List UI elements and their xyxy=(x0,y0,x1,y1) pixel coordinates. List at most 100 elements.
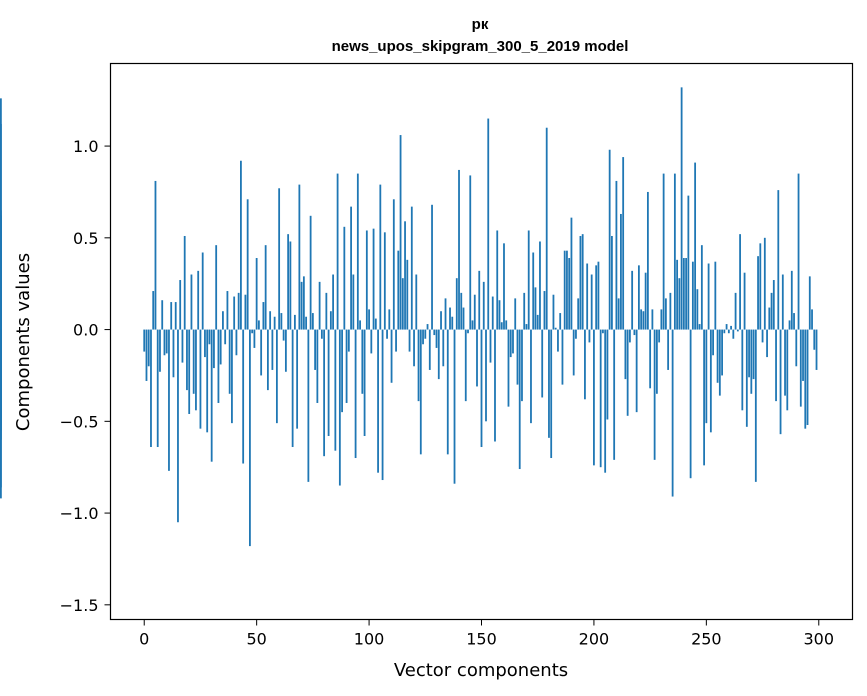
x-tick-label: 50 xyxy=(246,630,266,649)
bar xyxy=(174,302,177,330)
bar xyxy=(325,292,328,330)
bar xyxy=(597,261,600,330)
bar xyxy=(772,280,775,330)
bar xyxy=(152,291,155,330)
bar xyxy=(727,329,730,334)
bar xyxy=(635,329,638,413)
bar xyxy=(0,329,2,488)
bar xyxy=(579,235,582,330)
bar xyxy=(338,329,341,486)
bar xyxy=(392,199,395,330)
bar xyxy=(703,329,705,466)
bar xyxy=(302,276,305,330)
bar xyxy=(512,329,514,354)
bar xyxy=(352,274,355,330)
bar xyxy=(345,329,348,403)
bar xyxy=(467,329,469,334)
bar xyxy=(739,234,741,330)
bar xyxy=(714,261,717,330)
bar xyxy=(473,294,476,330)
bar xyxy=(730,325,732,330)
bar xyxy=(354,329,357,459)
x-tick-label: 0 xyxy=(139,630,149,649)
bar xyxy=(433,329,436,336)
bar xyxy=(563,250,566,330)
bar xyxy=(793,313,795,330)
bar xyxy=(752,329,755,380)
bar xyxy=(404,221,406,330)
bar xyxy=(197,270,200,330)
bar xyxy=(673,173,676,330)
bar xyxy=(413,329,415,367)
bar xyxy=(408,329,411,352)
bar xyxy=(435,329,438,348)
bar xyxy=(568,258,571,330)
bar xyxy=(595,265,598,330)
bar xyxy=(575,329,577,339)
bar xyxy=(516,329,519,385)
bar xyxy=(593,329,595,466)
bar xyxy=(671,329,674,497)
bar xyxy=(284,329,287,372)
bar xyxy=(777,190,780,330)
bar xyxy=(458,169,460,330)
bar xyxy=(213,329,215,369)
bar xyxy=(572,329,575,376)
bar xyxy=(273,316,276,330)
y-tick-label: −0.5 xyxy=(60,412,99,431)
bar xyxy=(534,287,537,330)
bar xyxy=(251,329,254,334)
bar xyxy=(550,329,553,459)
bar xyxy=(754,329,757,482)
bar xyxy=(644,272,647,330)
bar xyxy=(359,320,361,330)
bar xyxy=(395,329,397,352)
bar xyxy=(307,329,310,482)
bar xyxy=(356,173,359,330)
bar xyxy=(255,258,258,330)
bar xyxy=(588,329,591,343)
bar xyxy=(615,180,618,330)
bar xyxy=(518,329,521,470)
bar xyxy=(545,127,548,330)
bar xyxy=(633,329,636,336)
bar xyxy=(669,292,672,330)
bar xyxy=(577,298,580,330)
bar xyxy=(165,329,168,354)
bar xyxy=(581,234,584,330)
bar xyxy=(147,329,150,367)
bar xyxy=(694,162,697,330)
bar xyxy=(712,329,714,356)
bar xyxy=(586,263,589,330)
bar xyxy=(716,329,719,383)
bar xyxy=(811,309,813,330)
bar xyxy=(397,250,400,330)
bar xyxy=(365,230,368,330)
bar xyxy=(732,329,735,339)
bar xyxy=(163,329,166,356)
x-tick-label: 200 xyxy=(579,630,610,649)
bar xyxy=(161,300,164,330)
bar xyxy=(678,278,681,330)
bar xyxy=(689,329,692,479)
bar xyxy=(258,320,260,330)
bar xyxy=(503,243,505,330)
bar xyxy=(779,329,782,435)
bar xyxy=(249,329,251,547)
bar xyxy=(455,278,458,330)
bar xyxy=(682,258,685,330)
bar xyxy=(219,329,222,365)
chart-subtitle: news_upos_skipgram_300_5_2019 model xyxy=(332,38,629,55)
bar xyxy=(521,329,523,402)
bar xyxy=(222,311,224,330)
bar xyxy=(453,329,456,484)
bar xyxy=(500,322,503,330)
bar xyxy=(199,329,202,429)
bar xyxy=(687,195,690,330)
bar xyxy=(637,265,640,330)
bar xyxy=(799,329,802,407)
bar xyxy=(700,245,703,330)
bar xyxy=(507,329,510,407)
bar xyxy=(401,278,404,330)
bar xyxy=(300,281,303,330)
